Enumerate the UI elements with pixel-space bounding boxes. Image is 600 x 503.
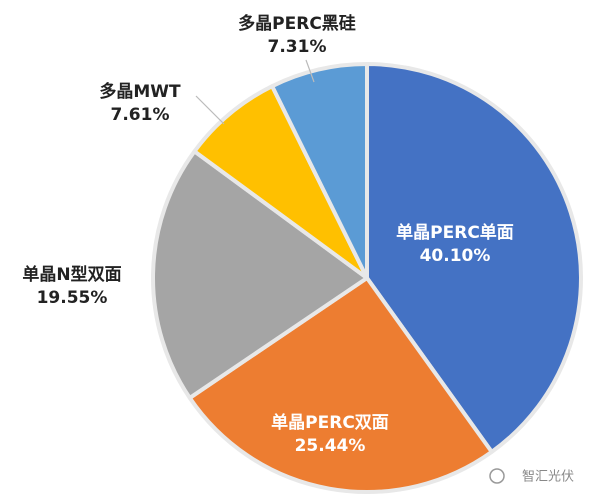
slice-label: 单晶PERC双面	[271, 412, 389, 433]
value-label: 19.55%	[37, 288, 108, 308]
value-label: 7.31%	[268, 37, 327, 57]
watermark-text: 智汇光伏	[522, 470, 574, 485]
leader-line	[305, 59, 315, 83]
pie-slice	[151, 149, 369, 400]
value-label: 40.10%	[420, 246, 491, 266]
slice-label: 多晶PERC黑硅	[238, 13, 356, 34]
leader-line	[195, 95, 225, 125]
value-label: 25.44%	[295, 436, 366, 456]
pie-slice	[365, 62, 583, 454]
pie-slice	[270, 62, 369, 280]
slice-label: 多晶MWT	[99, 81, 181, 102]
watermark: 智汇光伏	[489, 468, 574, 485]
slice-label: 单晶N型双面	[22, 264, 121, 285]
value-label: 7.61%	[111, 105, 170, 125]
pie-slice	[187, 276, 494, 494]
watermark-icon	[489, 468, 505, 484]
slice-label: 单晶PERC单面	[396, 222, 514, 243]
